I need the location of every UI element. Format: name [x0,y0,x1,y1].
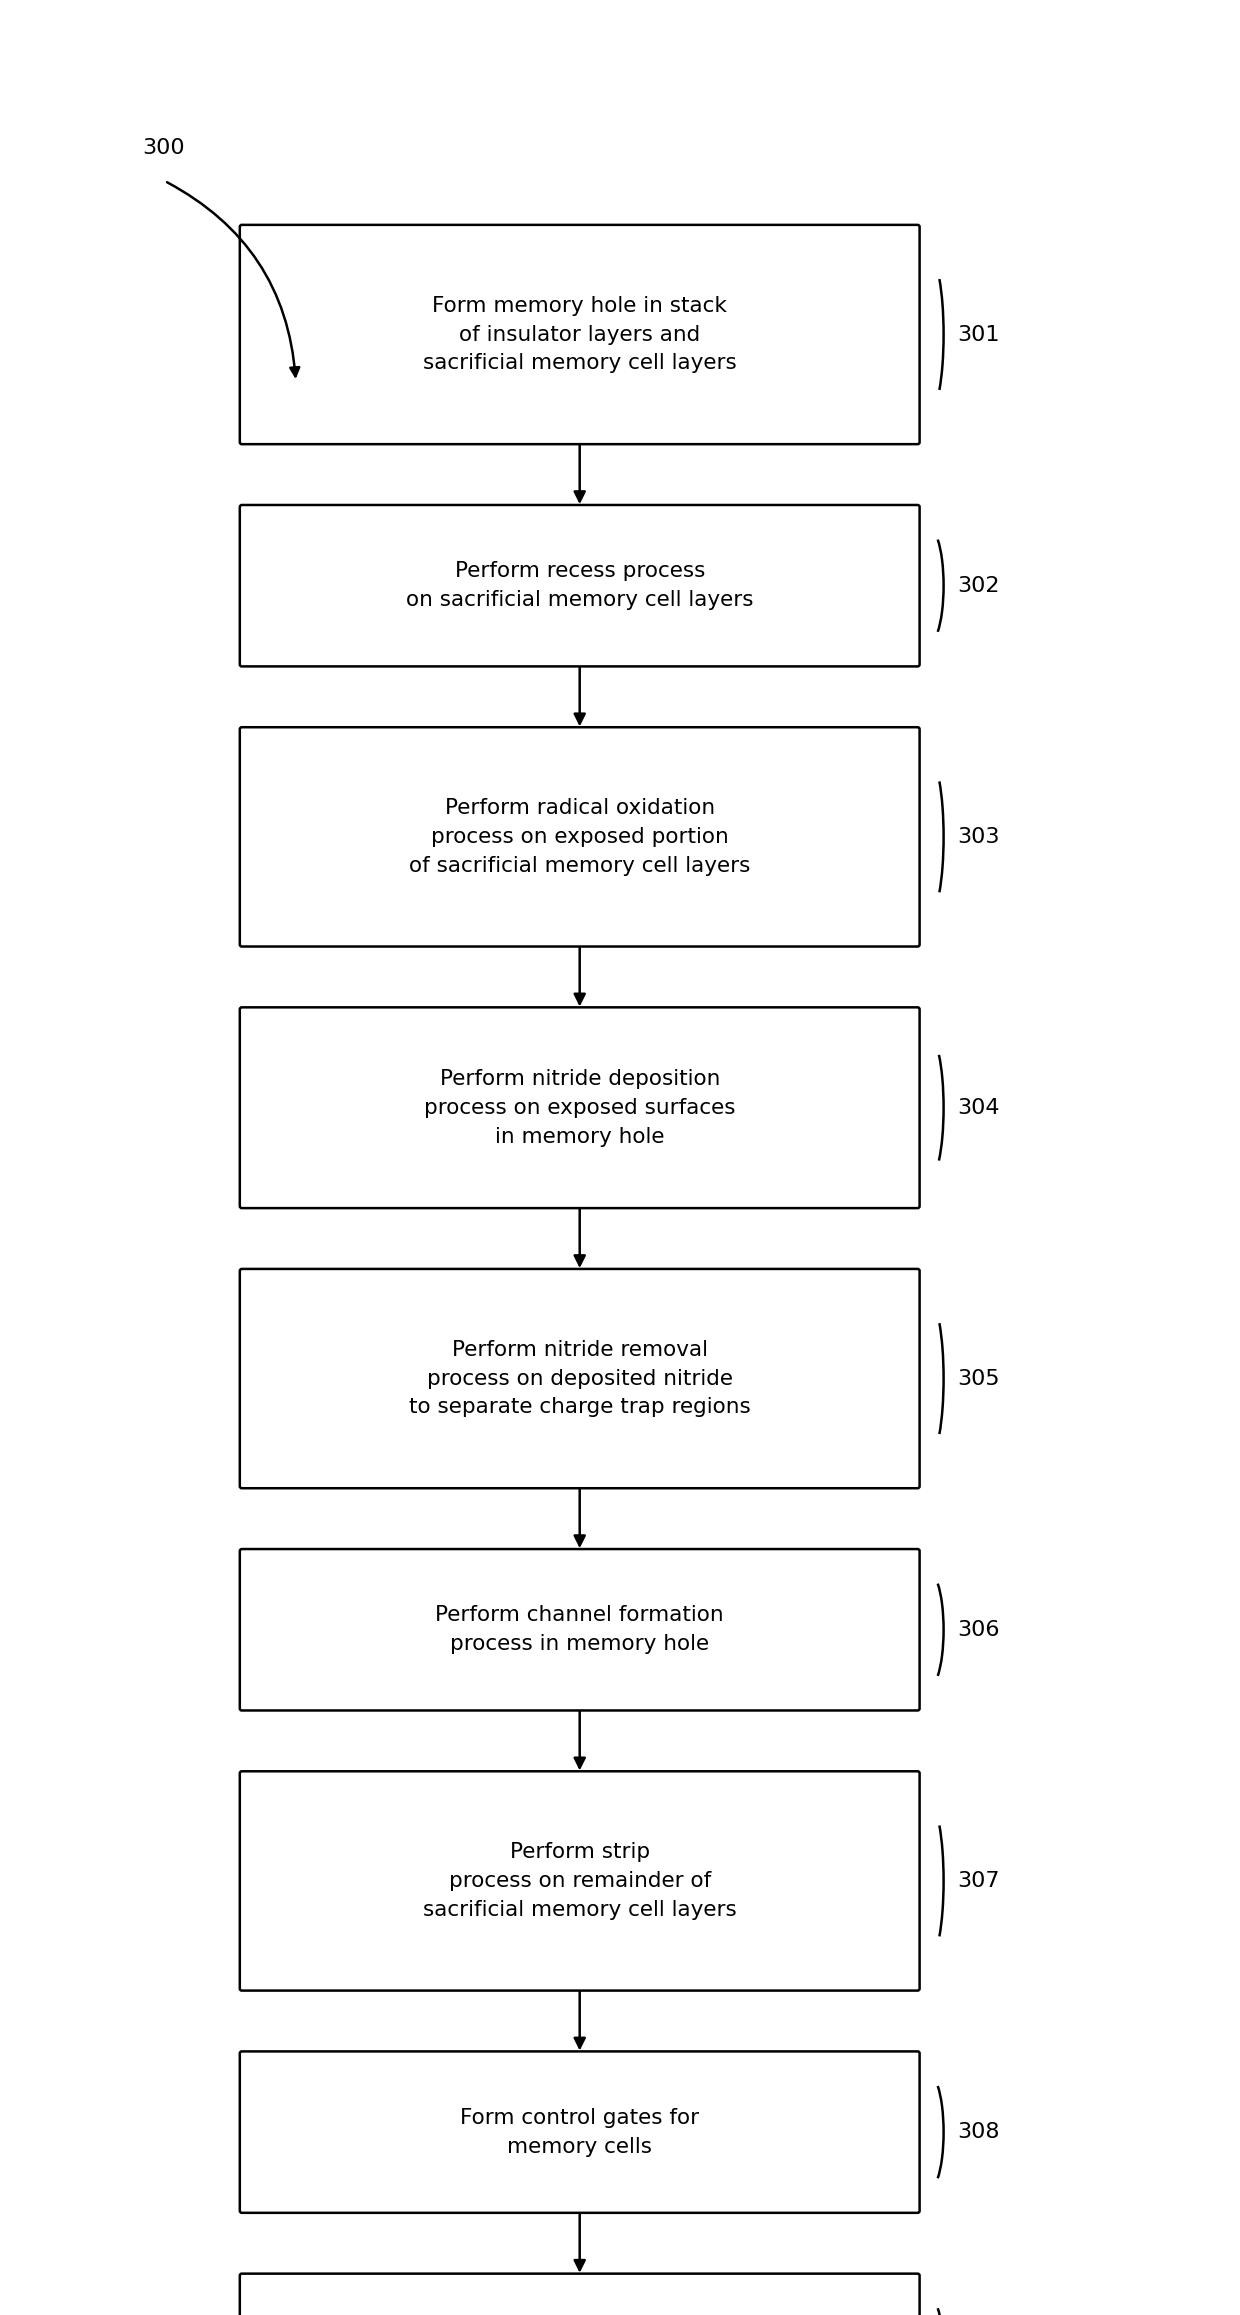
Text: Perform nitride removal
process on deposited nitride
to separate charge trap reg: Perform nitride removal process on depos… [409,1340,750,1417]
Text: Form control gates for
memory cells: Form control gates for memory cells [460,2107,699,2158]
FancyBboxPatch shape [239,225,920,444]
Text: Perform recess process
on sacrificial memory cell layers: Perform recess process on sacrificial me… [405,560,754,611]
Text: 303: 303 [957,826,1001,847]
FancyBboxPatch shape [239,1269,920,1489]
Text: 302: 302 [957,576,1001,595]
FancyBboxPatch shape [239,1549,920,1711]
FancyBboxPatch shape [239,2051,920,2213]
Text: 307: 307 [957,1871,1001,1891]
FancyBboxPatch shape [239,505,920,667]
Text: 300: 300 [143,139,185,157]
Text: 304: 304 [957,1097,1001,1118]
FancyArrowPatch shape [167,183,299,377]
Text: 308: 308 [957,2123,1001,2141]
Text: 306: 306 [957,1620,1001,1639]
Text: Perform channel formation
process in memory hole: Perform channel formation process in mem… [435,1604,724,1655]
Text: 305: 305 [957,1368,1001,1389]
FancyBboxPatch shape [239,2273,920,2315]
Text: Perform strip
process on remainder of
sacrificial memory cell layers: Perform strip process on remainder of sa… [423,1843,737,1919]
Text: Form memory hole in stack
of insulator layers and
sacrificial memory cell layers: Form memory hole in stack of insulator l… [423,296,737,373]
FancyBboxPatch shape [239,1007,920,1208]
Text: Perform nitride deposition
process on exposed surfaces
in memory hole: Perform nitride deposition process on ex… [424,1070,735,1146]
Text: Perform radical oxidation
process on exposed portion
of sacrificial memory cell : Perform radical oxidation process on exp… [409,799,750,875]
Text: 301: 301 [957,324,1001,345]
FancyBboxPatch shape [239,1771,920,1991]
FancyBboxPatch shape [239,727,920,947]
